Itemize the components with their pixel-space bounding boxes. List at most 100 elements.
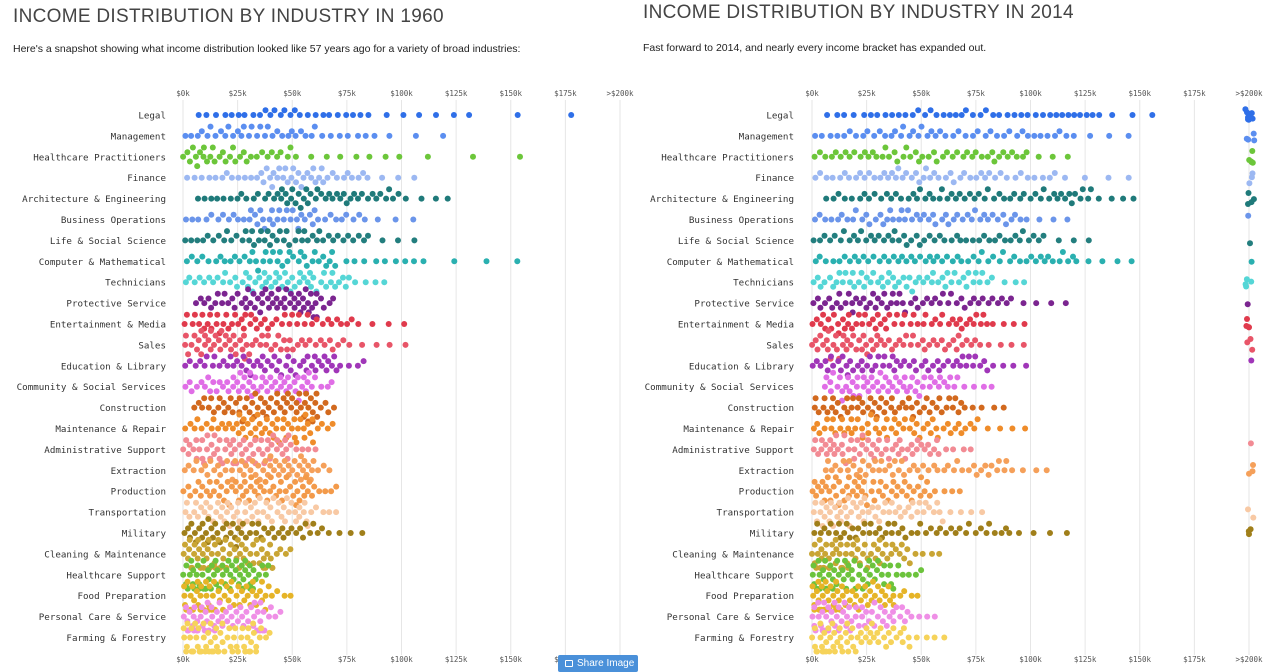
share-image-label: Share Image <box>577 658 635 669</box>
data-point <box>227 441 233 448</box>
data-point <box>208 395 215 402</box>
data-point <box>965 269 972 276</box>
data-point <box>185 451 192 457</box>
data-point <box>899 525 906 532</box>
data-point <box>882 592 889 599</box>
data-point <box>362 279 369 286</box>
data-point <box>851 478 858 485</box>
data-point <box>1058 190 1065 197</box>
data-point <box>213 388 220 395</box>
data-point <box>849 325 855 332</box>
data-point <box>298 184 305 190</box>
data-point <box>328 362 335 369</box>
data-point <box>835 358 842 365</box>
data-point <box>939 311 946 318</box>
data-point <box>466 112 473 118</box>
data-point <box>1081 174 1088 181</box>
data-point <box>991 404 998 411</box>
data-point <box>1037 253 1044 260</box>
data-point <box>294 374 301 381</box>
data-point <box>832 149 839 156</box>
data-point <box>355 132 361 139</box>
data-point <box>300 174 307 181</box>
data-point <box>852 207 859 214</box>
data-point <box>307 290 314 297</box>
data-point <box>216 455 223 462</box>
data-point <box>906 560 913 567</box>
data-point <box>285 132 292 139</box>
data-point <box>195 536 202 543</box>
data-point <box>828 467 835 474</box>
data-point <box>859 604 866 611</box>
chart-2014: $0k$0k$25k$25k$50k$50k$75k$75k$100k$100k… <box>645 89 1263 664</box>
data-point <box>182 425 189 432</box>
data-point <box>865 462 872 469</box>
data-point <box>939 258 946 265</box>
data-point <box>864 420 871 427</box>
data-point <box>871 599 878 606</box>
data-point <box>261 367 268 374</box>
data-point <box>225 404 232 411</box>
data-point <box>1046 195 1053 202</box>
data-point <box>949 488 956 495</box>
data-point <box>309 467 315 474</box>
data-point <box>831 567 838 574</box>
data-point <box>184 149 191 156</box>
data-point <box>863 237 870 244</box>
data-point <box>227 353 234 360</box>
data-point <box>353 153 360 160</box>
data-point <box>316 174 323 181</box>
data-point <box>936 300 943 307</box>
data-point-over-200k <box>1251 137 1258 144</box>
data-point <box>910 128 917 135</box>
data-point <box>213 112 219 118</box>
share-image-button[interactable]: Share Image <box>558 655 638 672</box>
data-point <box>297 404 304 411</box>
data-point <box>875 639 882 646</box>
data-point <box>962 132 969 139</box>
data-point <box>200 237 207 244</box>
data-point <box>276 249 283 255</box>
data-point <box>440 132 447 139</box>
data-point <box>267 242 273 248</box>
data-point <box>954 253 961 260</box>
data-point <box>250 567 257 574</box>
data-point <box>232 625 239 632</box>
data-point <box>907 153 914 160</box>
data-point <box>329 346 336 353</box>
data-point <box>859 576 866 583</box>
data-point <box>828 425 835 432</box>
data-point <box>932 316 939 323</box>
data-point <box>889 237 896 244</box>
data-point <box>941 237 948 244</box>
data-point <box>919 337 926 344</box>
data-point <box>914 321 921 327</box>
data-point <box>195 399 202 406</box>
data-point <box>298 211 305 218</box>
data-point <box>268 518 275 525</box>
data-point <box>282 518 288 525</box>
data-point <box>345 232 352 239</box>
data-point <box>964 149 971 156</box>
data-point <box>213 321 220 327</box>
data-point <box>220 399 227 406</box>
data-point <box>1096 112 1103 118</box>
data-point <box>221 290 228 297</box>
x-tick-label-top: $175k <box>554 89 577 98</box>
data-point <box>887 597 893 604</box>
data-point <box>814 420 821 427</box>
data-point <box>254 295 261 302</box>
data-point <box>280 467 287 474</box>
data-point <box>954 149 961 156</box>
data-point <box>250 383 257 390</box>
data-point <box>889 541 896 548</box>
data-point <box>243 583 250 590</box>
data-point <box>886 269 892 276</box>
data-point <box>290 165 297 172</box>
data-point <box>909 112 916 118</box>
data-point <box>270 221 276 228</box>
data-point <box>246 562 253 569</box>
data-point <box>861 190 868 197</box>
data-point <box>860 383 867 390</box>
data-point <box>818 488 825 495</box>
